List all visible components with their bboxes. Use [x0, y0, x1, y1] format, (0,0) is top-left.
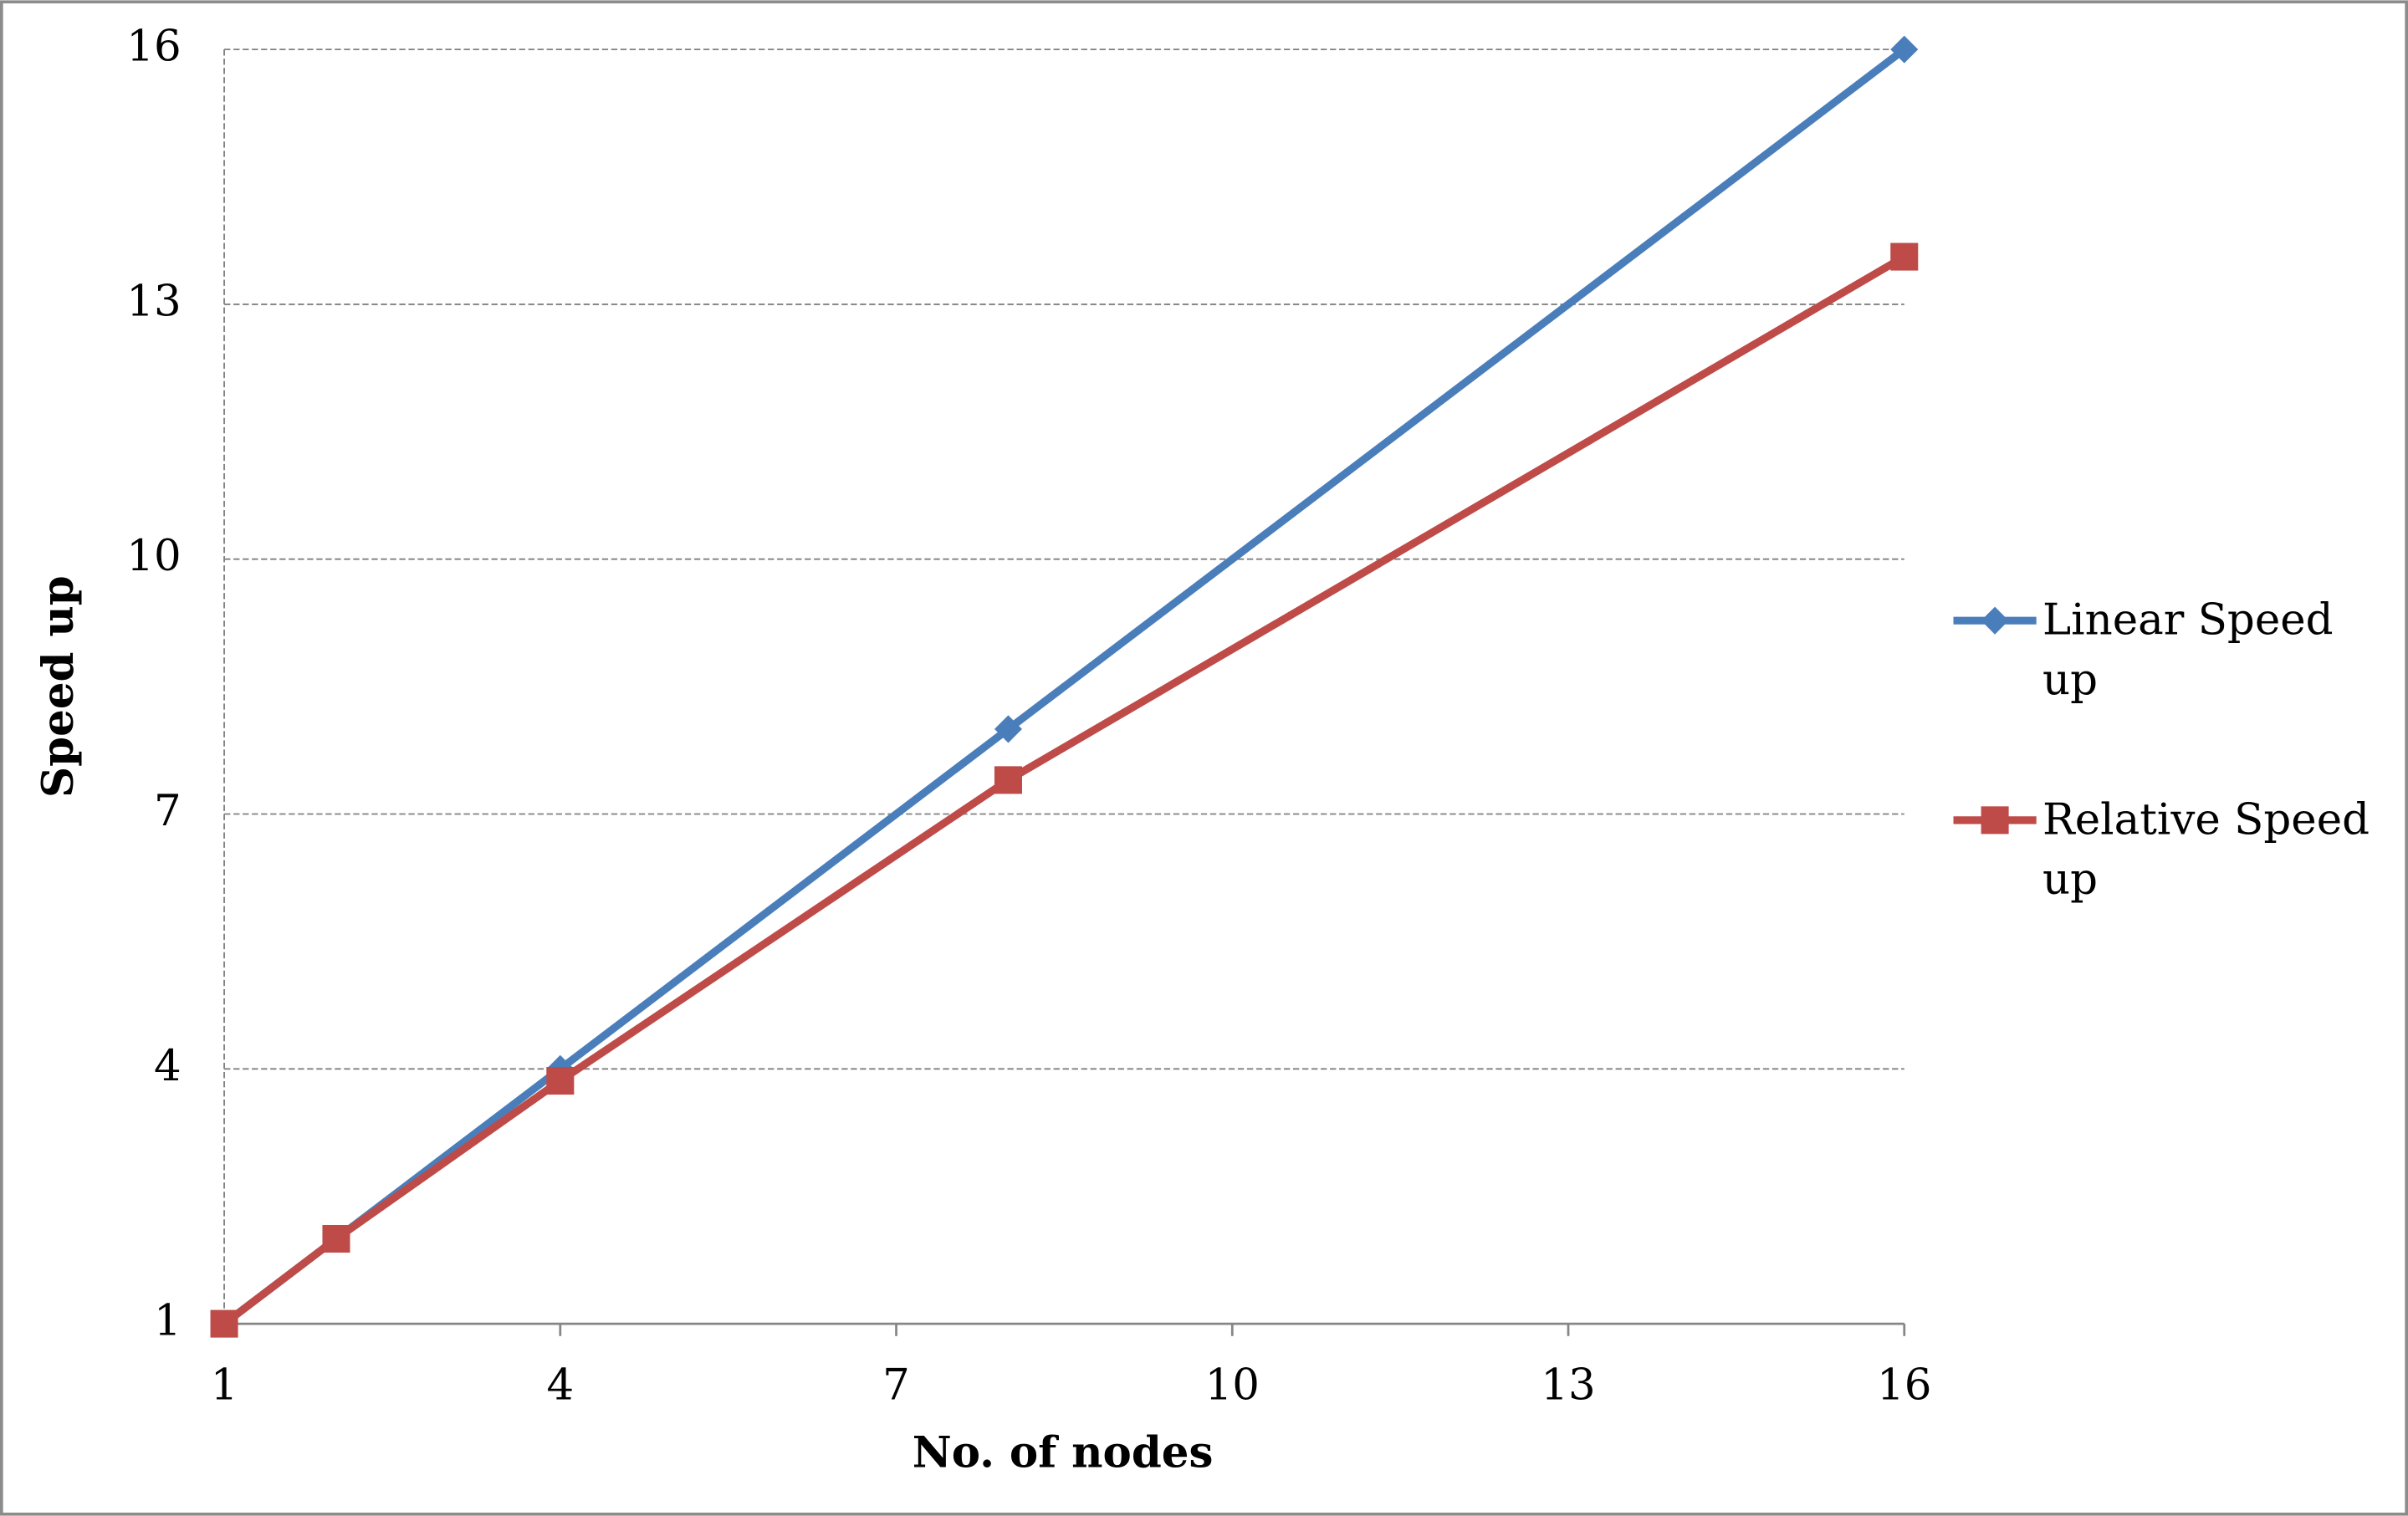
x-tick-label: 4: [546, 1360, 574, 1411]
y-tick-label: 7: [154, 786, 181, 836]
legend-label-box: Relative Speed up: [2042, 794, 2370, 905]
legend-label: Linear Speed up: [2042, 594, 2334, 706]
x-tick-label: 10: [1205, 1360, 1260, 1411]
x-tick-label: 1: [211, 1360, 238, 1411]
y-tick-label: 4: [154, 1041, 181, 1091]
marker: [1890, 35, 1919, 64]
marker: [210, 1309, 238, 1338]
legend-label: Relative Speed up: [2042, 794, 2370, 905]
x-tick-label: 13: [1541, 1360, 1595, 1411]
y-axis-title: Speed up: [33, 575, 84, 798]
marker: [1981, 806, 2009, 835]
series: [210, 242, 1919, 1338]
marker: [994, 715, 1022, 743]
marker: [1890, 242, 1919, 271]
x-tick-label: 7: [882, 1360, 910, 1411]
marker: [322, 1224, 350, 1253]
y-tick-label: 1: [154, 1296, 181, 1346]
legend-label-box: Linear Speed up: [2042, 594, 2334, 706]
y-tick-label: 10: [126, 531, 181, 581]
y-tick-label: 13: [126, 276, 181, 326]
marker: [1981, 606, 2009, 635]
marker: [546, 1067, 575, 1095]
x-axis-title: No. of nodes: [913, 1428, 1214, 1478]
x-tick-label: 16: [1877, 1360, 1931, 1411]
marker: [994, 766, 1022, 794]
y-tick-label: 16: [126, 22, 181, 72]
